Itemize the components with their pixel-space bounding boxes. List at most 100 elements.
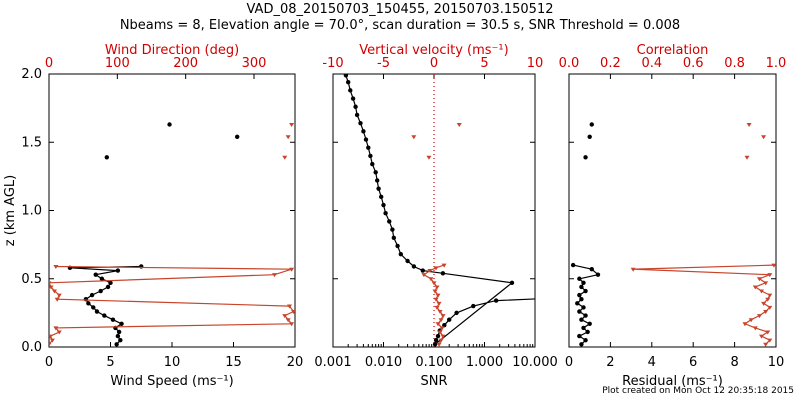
data-point — [756, 314, 762, 319]
data-point — [752, 326, 758, 331]
data-point — [289, 322, 295, 327]
data-point — [438, 318, 444, 323]
x-axis-label: SNR — [420, 374, 447, 389]
data-point — [98, 288, 103, 294]
data-point — [759, 334, 765, 339]
data-point — [585, 329, 590, 335]
x-tick-label: 0.100 — [415, 355, 452, 370]
data-point — [54, 297, 60, 302]
data-point — [587, 321, 592, 326]
data-point — [493, 298, 499, 303]
x-tick-label: 5 — [106, 355, 114, 370]
data-point — [587, 134, 592, 139]
data-point — [579, 284, 584, 290]
data-point — [589, 266, 594, 272]
data-point — [438, 338, 444, 343]
data-point — [370, 161, 375, 167]
data-point — [354, 112, 360, 118]
data-point — [442, 322, 447, 328]
x-tick-label: 0.010 — [365, 355, 402, 370]
data-point — [234, 134, 240, 139]
data-point — [114, 342, 119, 347]
data-point — [104, 155, 110, 160]
data-point — [435, 333, 441, 339]
data-point — [398, 251, 403, 257]
data-point — [368, 153, 373, 159]
panel-snr: 0.001 0.010 0.100 1.000 10.000 -10 -5 0 5 10 SNR Ve… — [314, 43, 558, 389]
data-point — [431, 281, 437, 286]
top-tick-label: 300 — [242, 56, 267, 71]
data-point — [53, 326, 59, 331]
data-point — [390, 227, 395, 232]
data-point — [411, 135, 417, 140]
top-tick-label: -10 — [322, 56, 343, 71]
data-point — [763, 342, 769, 347]
x-tick-label: 15 — [225, 355, 242, 370]
data-point — [577, 333, 582, 339]
data-point — [289, 267, 295, 272]
data-point — [363, 137, 369, 142]
data-point — [581, 325, 586, 331]
data-point — [748, 318, 754, 323]
data-point — [454, 310, 459, 316]
data-point — [433, 297, 439, 302]
y-tick-label: 0.5 — [21, 272, 42, 287]
data-point — [405, 258, 410, 264]
data-point — [456, 123, 462, 128]
data-point — [374, 178, 380, 183]
data-point — [437, 310, 443, 315]
x-tick-label: 2 — [606, 355, 614, 370]
data-point — [440, 334, 446, 339]
top-tick-label: 0.6 — [683, 56, 704, 71]
x-tick-label: 0 — [565, 355, 573, 370]
data-point — [428, 277, 434, 282]
x-tick-label: 10.000 — [512, 355, 558, 370]
data-point — [577, 292, 582, 298]
data-point — [358, 120, 363, 126]
data-point — [49, 338, 55, 343]
data-layer — [49, 122, 295, 347]
x-axis-label: Residual (ms⁻¹) — [622, 374, 723, 389]
data-point — [285, 318, 291, 323]
data-point — [420, 268, 425, 273]
top-tick-label: 0 — [430, 56, 438, 71]
data-point — [434, 305, 440, 310]
top-tick-label: 0.0 — [559, 56, 580, 71]
data-point — [437, 330, 443, 335]
data-point — [441, 263, 447, 268]
data-point — [767, 293, 773, 298]
data-point — [447, 317, 452, 322]
panel-residual: 0 2 4 6 8 10 0.0 0.2 0.4 0.6 0.8 1.0 Residual (ms⁻¹)… — [559, 43, 787, 389]
x-tick-label: 8 — [730, 355, 738, 370]
data-point — [289, 123, 295, 128]
data-point — [436, 342, 442, 347]
data-point — [348, 88, 353, 93]
y-tick-label: 1.0 — [21, 204, 42, 219]
data-point — [433, 266, 439, 271]
x-tick-label: 4 — [648, 355, 656, 370]
data-point — [426, 155, 432, 160]
x-tick-label: 0 — [45, 355, 53, 370]
data-point — [108, 280, 113, 286]
data-point — [579, 317, 584, 322]
top-tick-label: 0 — [45, 56, 53, 71]
data-point — [575, 301, 580, 306]
data-point — [102, 313, 107, 318]
data-point — [282, 155, 288, 160]
data-point — [115, 268, 121, 273]
data-point — [361, 129, 366, 134]
data-point — [421, 273, 427, 278]
data-point — [118, 337, 123, 343]
plot-frame — [568, 73, 777, 348]
data-point — [765, 297, 771, 302]
data-point — [49, 342, 52, 347]
data-point — [86, 301, 91, 306]
top-tick-label: -5 — [377, 56, 390, 71]
data-point — [366, 145, 371, 150]
y-axis-label: z (km AGL) — [3, 175, 18, 246]
data-point — [742, 322, 748, 327]
top-axis-label: Vertical velocity (ms⁻¹) — [359, 43, 508, 58]
data-point — [49, 285, 54, 290]
data-point — [285, 135, 291, 140]
